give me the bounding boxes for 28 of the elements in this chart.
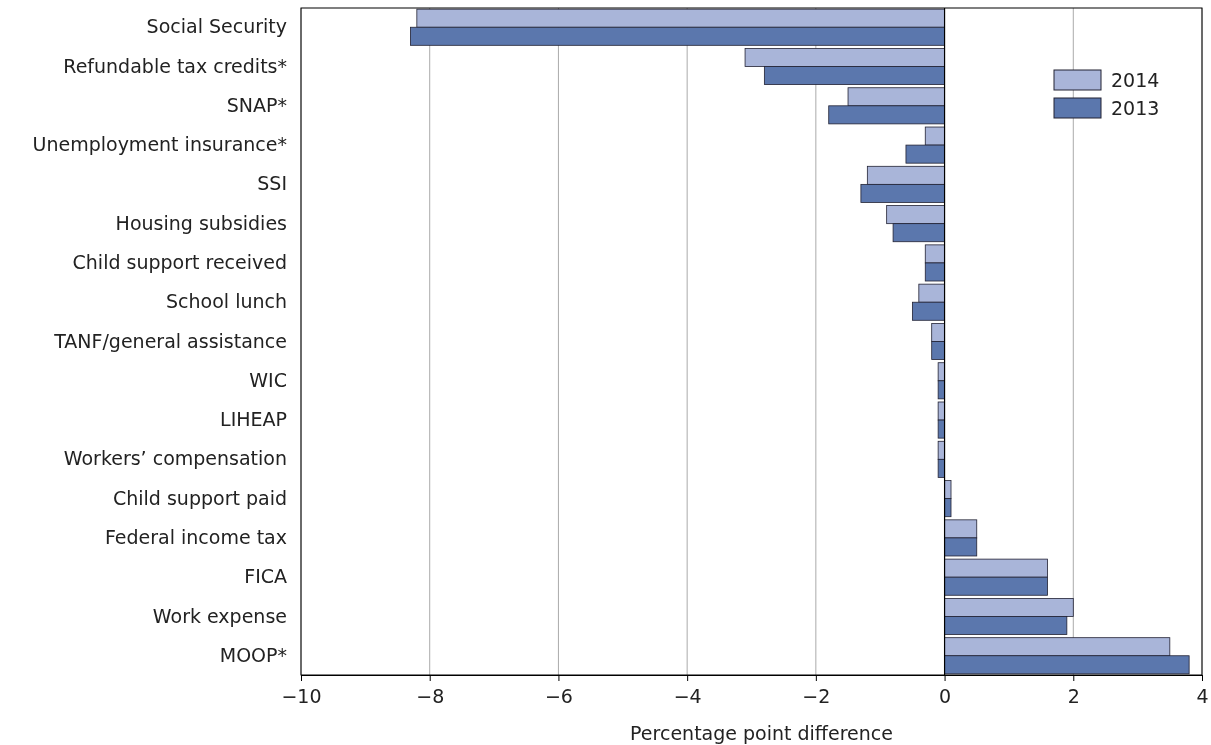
x-tick-label: −10: [281, 685, 322, 707]
legend-label: 2014: [1111, 69, 1160, 91]
y-tick-label: Federal income tax: [104, 525, 287, 548]
y-tick-label: FICA: [244, 565, 287, 588]
y-tick-label: Social Security: [146, 15, 287, 38]
y-tick-label: SNAP*: [226, 93, 287, 116]
y-tick-label: Child support received: [72, 251, 287, 274]
y-tick-label: Workers’ compensation: [63, 447, 287, 470]
y-tick-label: Child support paid: [113, 486, 287, 509]
x-tick-label: −6: [544, 685, 573, 707]
x-axis-title: Percentage point difference: [630, 722, 893, 744]
x-tick-label: −4: [673, 685, 702, 707]
x-tick-label: 4: [1196, 685, 1209, 707]
y-tick-label: SSI: [257, 172, 287, 195]
y-tick-label: MOOP*: [219, 643, 287, 666]
y-tick-label: Housing subsidies: [115, 211, 287, 234]
y-tick-label: Work expense: [152, 604, 287, 627]
y-tick-label: WIC: [249, 368, 287, 391]
x-tick-label: −2: [802, 685, 831, 707]
y-tick-label: TANF/general assistance: [53, 329, 287, 352]
x-tick-label: 2: [1067, 685, 1080, 707]
x-tick-label: 0: [939, 685, 952, 707]
x-tick-label: −8: [416, 685, 445, 707]
y-tick-label: Refundable tax credits*: [63, 54, 287, 77]
y-tick-label: School lunch: [166, 290, 287, 313]
y-tick-label: LIHEAP: [220, 408, 287, 431]
legend-label: 2013: [1111, 97, 1160, 119]
y-tick-label: Unemployment insurance*: [32, 133, 287, 156]
